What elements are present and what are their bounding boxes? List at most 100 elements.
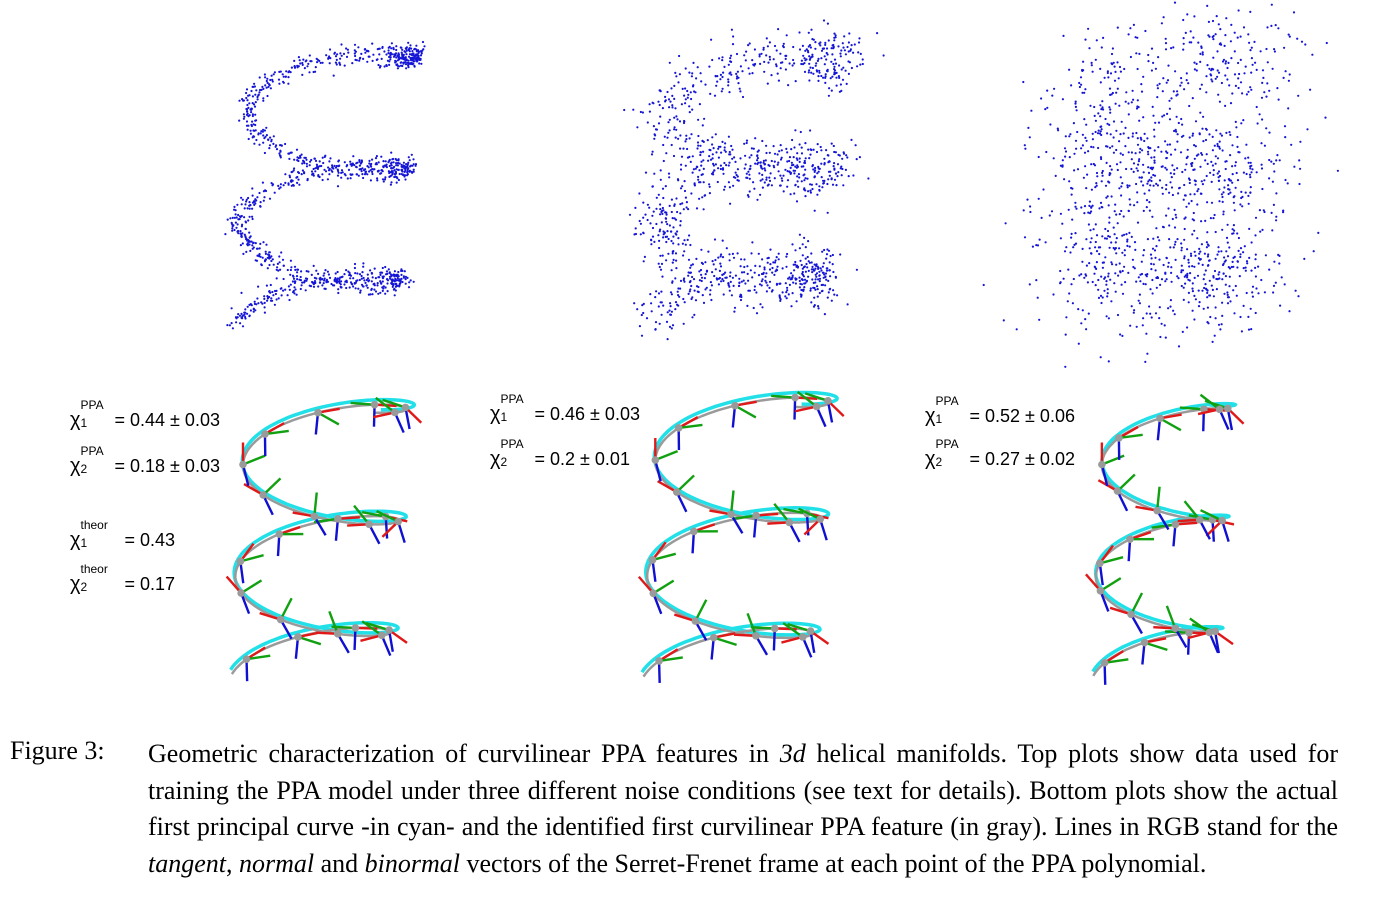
data-point — [1108, 181, 1111, 184]
data-point — [1052, 157, 1055, 160]
data-point — [317, 285, 320, 288]
data-point — [382, 287, 385, 290]
data-point — [305, 162, 308, 165]
data-point — [672, 235, 675, 238]
data-point — [1223, 256, 1226, 259]
data-point — [1182, 298, 1185, 301]
data-point — [834, 276, 838, 279]
data-point — [1238, 72, 1241, 76]
normal-vector — [678, 423, 703, 430]
data-point — [1218, 174, 1222, 178]
data-point — [794, 183, 797, 186]
data-point — [827, 249, 831, 252]
data-point — [1164, 48, 1168, 51]
data-point — [1078, 85, 1081, 89]
data-point — [1127, 209, 1130, 213]
data-point — [808, 69, 811, 72]
data-point — [284, 288, 287, 291]
data-point — [748, 156, 751, 159]
data-point — [1104, 117, 1107, 121]
data-point — [1223, 44, 1226, 48]
data-point — [1166, 143, 1169, 146]
data-point — [1134, 248, 1137, 251]
data-point — [700, 248, 703, 251]
data-point — [1176, 133, 1179, 136]
ppa-frame-point — [649, 589, 658, 598]
data-point — [1205, 128, 1208, 131]
data-point — [1075, 147, 1078, 150]
data-point — [1083, 91, 1086, 94]
data-point — [777, 252, 780, 255]
data-point — [709, 158, 713, 161]
data-point — [738, 281, 741, 285]
data-point — [293, 59, 296, 63]
data-point — [1123, 67, 1126, 71]
data-point — [357, 287, 360, 290]
data-point — [768, 179, 772, 182]
data-point — [830, 142, 833, 145]
data-point — [321, 173, 324, 176]
data-point — [1226, 223, 1229, 226]
data-point — [677, 81, 680, 84]
data-point — [1216, 278, 1219, 281]
data-point — [1114, 203, 1117, 206]
data-point — [370, 271, 373, 275]
data-point — [1168, 238, 1171, 241]
data-point — [381, 178, 385, 181]
data-point — [1171, 164, 1174, 167]
data-point — [1151, 168, 1154, 171]
data-point — [243, 207, 246, 210]
data-point — [807, 190, 810, 193]
data-point — [1221, 60, 1225, 63]
data-point — [1262, 209, 1265, 212]
figure-plots — [224, 1, 1339, 685]
data-point — [672, 226, 675, 229]
data-point — [730, 294, 734, 297]
data-point — [251, 244, 254, 247]
data-point — [657, 234, 660, 237]
data-point — [701, 196, 704, 199]
data-point — [377, 161, 380, 164]
data-point — [1115, 163, 1119, 166]
data-point — [655, 207, 658, 210]
data-point — [404, 275, 407, 278]
data-point — [360, 283, 364, 286]
data-point — [747, 44, 750, 47]
data-point — [1212, 68, 1215, 71]
data-point — [768, 151, 771, 154]
data-point — [247, 94, 250, 97]
data-point — [393, 175, 396, 179]
data-point — [259, 242, 262, 245]
data-point — [407, 41, 410, 44]
data-point — [1225, 236, 1229, 239]
data-point — [1142, 317, 1145, 320]
data-point — [723, 65, 726, 68]
data-point — [809, 289, 812, 292]
data-point — [1100, 275, 1103, 278]
data-point — [1179, 151, 1183, 154]
data-point — [300, 173, 303, 176]
data-point — [799, 130, 802, 134]
data-point — [1110, 241, 1113, 244]
data-point — [698, 169, 701, 172]
data-point — [766, 45, 770, 48]
data-point — [1182, 198, 1185, 201]
data-point — [1168, 99, 1171, 102]
data-point — [270, 297, 273, 300]
data-point — [1130, 235, 1133, 238]
data-point — [1150, 262, 1153, 265]
data-point — [343, 64, 346, 67]
data-point — [649, 293, 652, 296]
data-point — [1229, 133, 1232, 136]
data-point — [338, 278, 341, 281]
data-point — [843, 35, 846, 38]
data-point — [370, 165, 373, 168]
data-point — [270, 255, 273, 258]
data-point — [668, 309, 671, 312]
data-point — [1227, 61, 1230, 64]
data-point — [844, 69, 847, 72]
data-point — [751, 72, 754, 75]
data-point — [1040, 216, 1043, 219]
data-point — [1276, 87, 1279, 90]
data-point — [404, 278, 407, 281]
